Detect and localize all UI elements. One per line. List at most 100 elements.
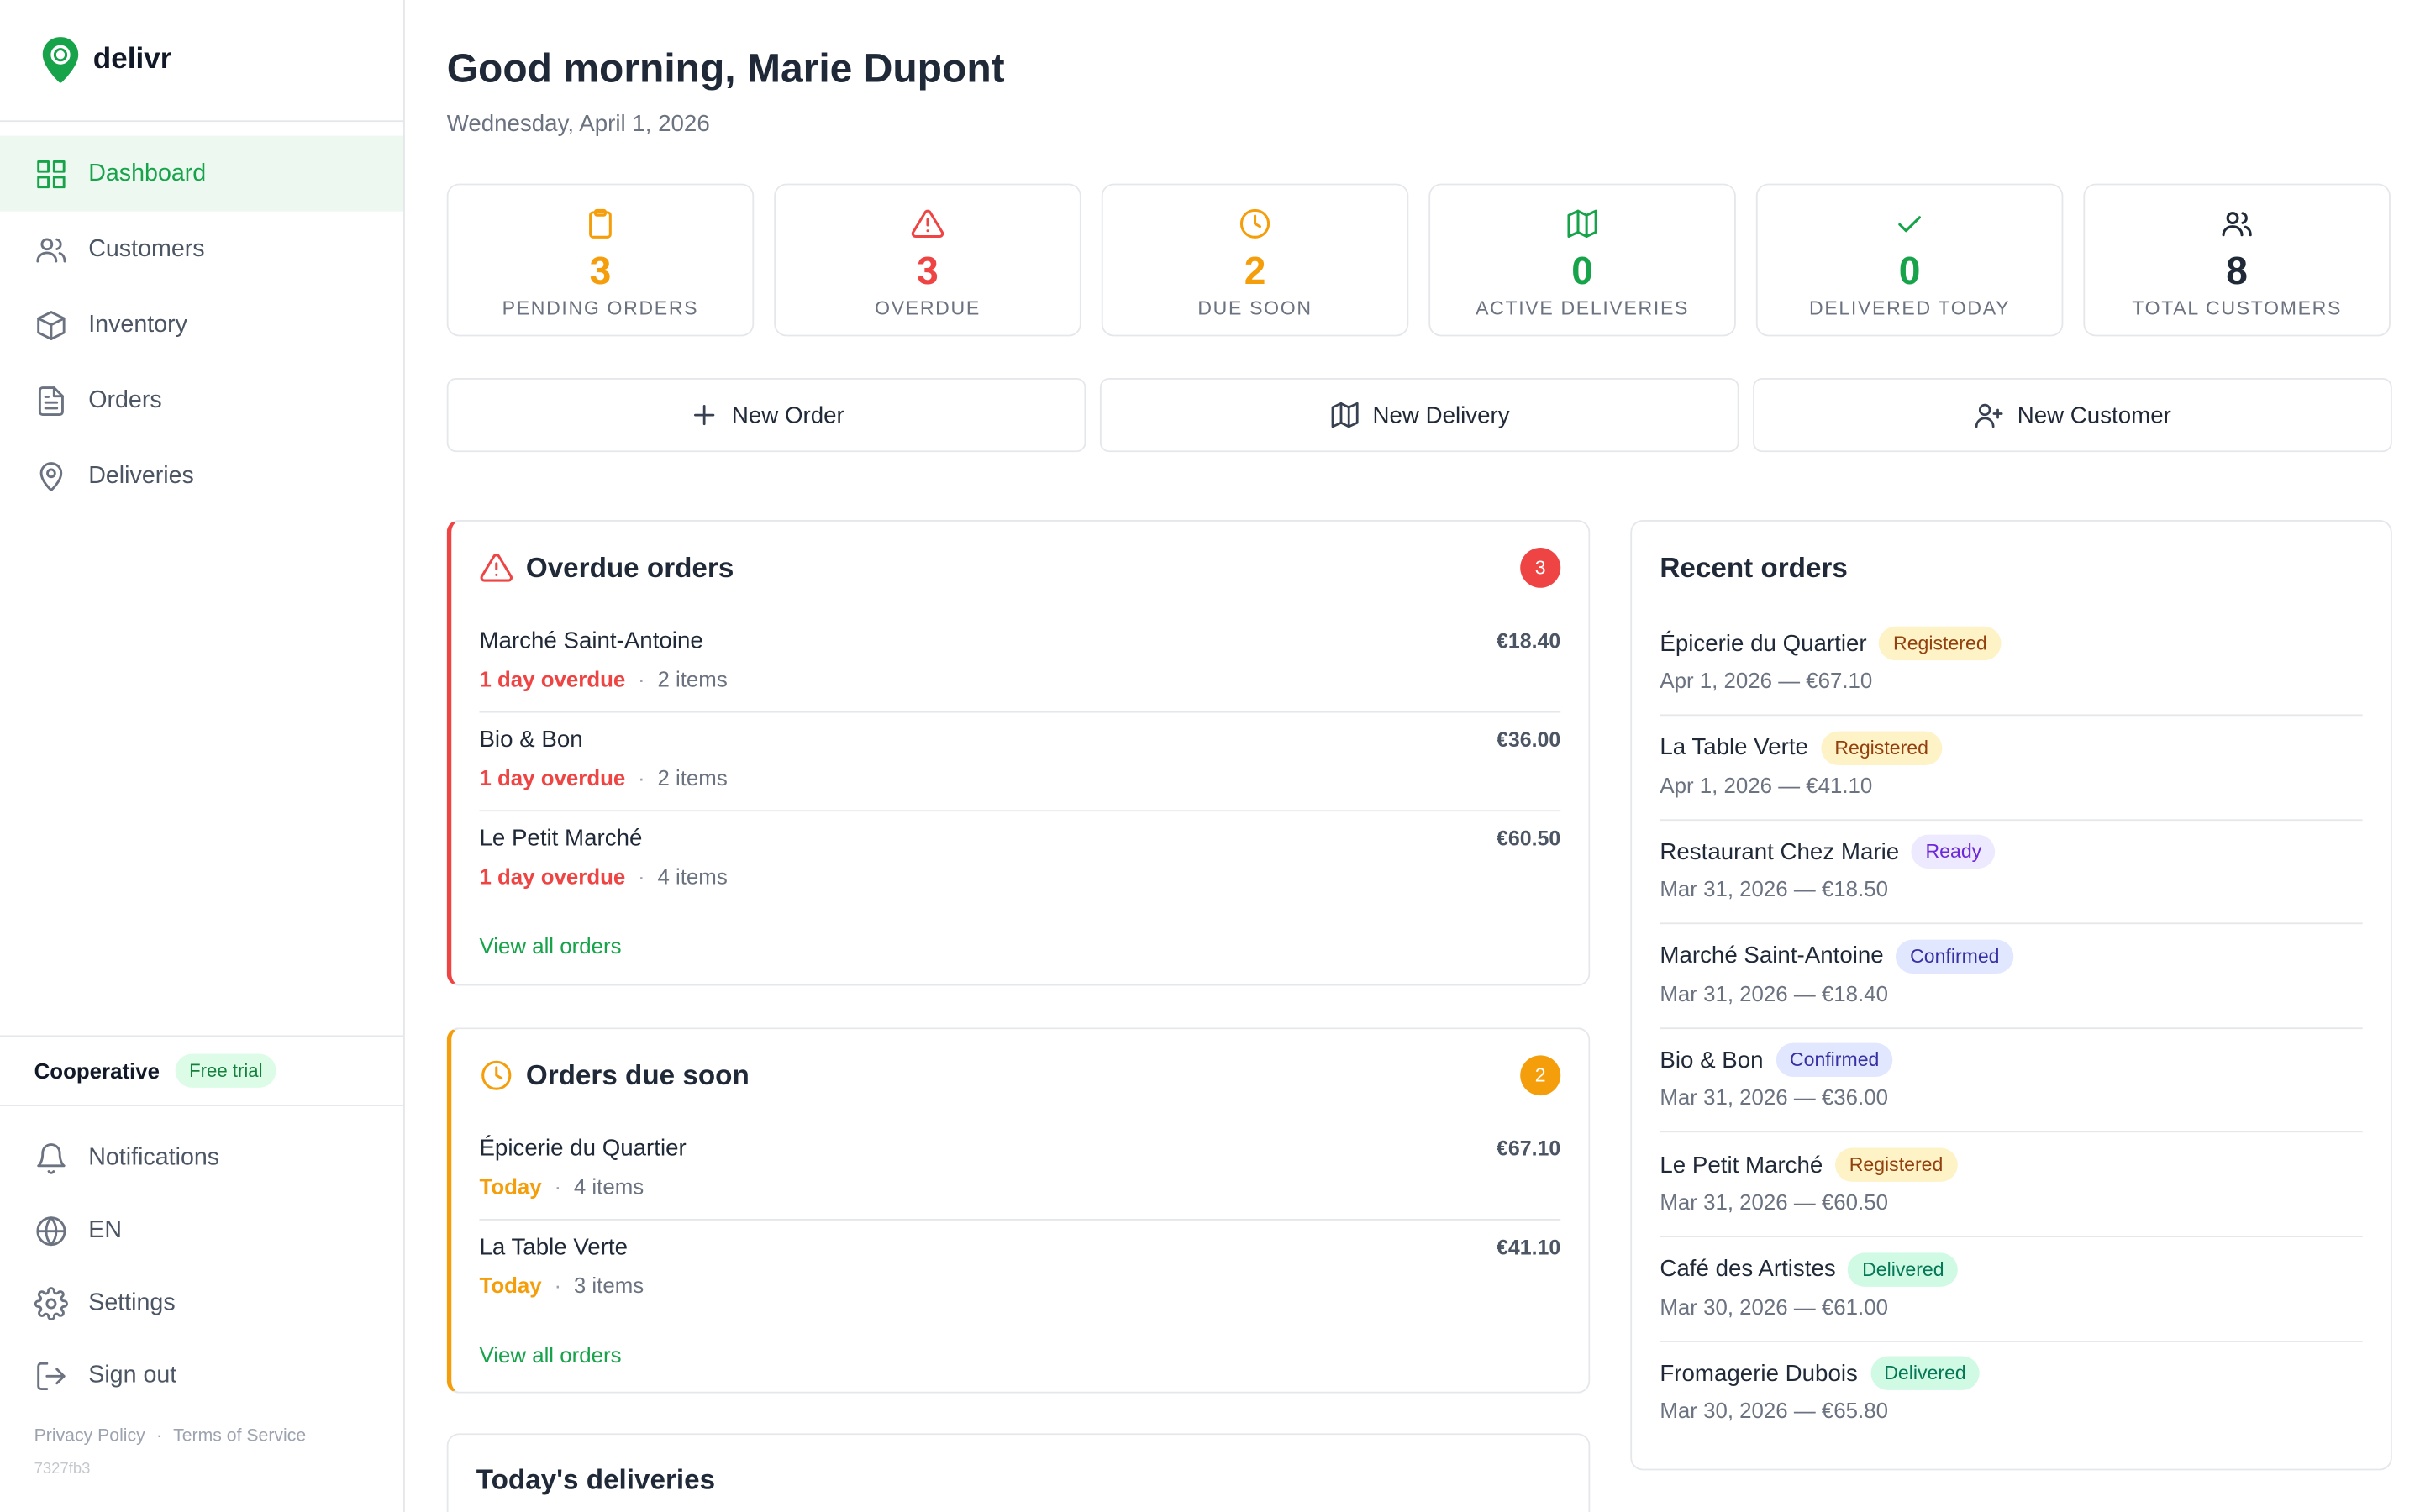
order-header: Le Petit Marché Registered bbox=[1660, 1147, 1957, 1182]
list-item[interactable]: Fromagerie Dubois Delivered Mar 30, 2026 —… bbox=[1660, 1341, 2362, 1446]
order-header: Bio & Bon Confirmed bbox=[1660, 1043, 1894, 1078]
order-status: Today bbox=[479, 1273, 542, 1298]
sidebar-item-customers[interactable]: Customers bbox=[0, 212, 403, 287]
box-icon bbox=[37, 310, 66, 340]
language-switcher[interactable]: EN bbox=[0, 1194, 403, 1267]
sign-out-button[interactable]: Sign out bbox=[0, 1339, 403, 1411]
button-label: New Order bbox=[731, 402, 844, 428]
list-item[interactable]: Marché Saint-Antoine Confirmed Mar 31, 202… bbox=[1660, 924, 2363, 1029]
view-all-orders-link[interactable]: View all orders bbox=[479, 1341, 622, 1368]
customer-name: Restaurant Chez Marie bbox=[1660, 838, 1900, 865]
order-header: Fromagerie Dubois Delivered bbox=[1660, 1356, 1981, 1391]
sidebar-item-dashboard[interactable]: Dashboard bbox=[0, 135, 403, 212]
stat-overdue[interactable]: 3 OVERDUE bbox=[774, 183, 1081, 337]
count-badge: 2 bbox=[1520, 1055, 1561, 1096]
list-item[interactable]: La Table Verte €41.10 Today · 3 items bbox=[479, 1221, 1560, 1320]
warning-icon bbox=[911, 209, 944, 238]
customer-name: Le Petit Marché bbox=[479, 825, 643, 852]
plan-name: Cooperative bbox=[34, 1058, 160, 1084]
button-label: New Delivery bbox=[1372, 402, 1510, 428]
list-item[interactable]: Marché Saint-Antoine €18.40 1 day overdu… bbox=[479, 614, 1561, 713]
map-pin-icon bbox=[39, 461, 63, 491]
separator-dot: · bbox=[638, 765, 645, 790]
sidebar-item-orders[interactable]: Orders bbox=[0, 363, 403, 438]
warning-icon bbox=[480, 554, 513, 582]
item-count: 2 items bbox=[657, 765, 728, 790]
order-meta: 1 day overdue · 4 items bbox=[479, 864, 727, 889]
stat-label: PENDING ORDERS bbox=[502, 297, 699, 320]
new-delivery-button[interactable]: New Delivery bbox=[1099, 377, 1739, 453]
list-item[interactable]: Le Petit Marché Registered Mar 31, 2026 — … bbox=[1660, 1132, 2363, 1238]
map-icon bbox=[1567, 209, 1597, 238]
new-customer-button[interactable]: New Customer bbox=[1753, 377, 2392, 453]
order-meta: Apr 1, 2026 — €41.10 bbox=[1660, 772, 1873, 797]
status-badge: Confirmed bbox=[1776, 1043, 1894, 1078]
list-item[interactable]: La Table Verte Registered Apr 1, 2026 — €4… bbox=[1660, 715, 2363, 821]
list-item[interactable]: Épicerie du Quartier Registered Apr 1, 202… bbox=[1660, 611, 2363, 717]
sidebar-item-deliveries[interactable]: Deliveries bbox=[0, 438, 403, 514]
order-amount: €36.00 bbox=[1496, 727, 1561, 752]
stats-row: 3 PENDING ORDERS 3 OVERDUE 2 DUE SOON 0 … bbox=[446, 183, 2391, 337]
customer-name: Fromagerie Dubois bbox=[1660, 1360, 1858, 1387]
list-item[interactable]: Restaurant Chez Marie Ready Mar 31, 2026 —… bbox=[1660, 820, 2363, 925]
sidebar-item-settings[interactable]: Settings bbox=[0, 1267, 403, 1339]
stat-due-soon[interactable]: 2 DUE SOON bbox=[1101, 183, 1409, 337]
sidebar-item-notifications[interactable]: Notifications bbox=[0, 1121, 403, 1194]
customer-name: Épicerie du Quartier bbox=[1660, 630, 1867, 657]
stat-total-customers[interactable]: 8 TOTAL CUSTOMERS bbox=[2083, 183, 2391, 337]
card-header: Orders due soon 2 bbox=[451, 1029, 1588, 1121]
order-meta: Mar 30, 2026 — €61.00 bbox=[1660, 1294, 1888, 1319]
sidebar-item-label: Settings bbox=[88, 1289, 176, 1315]
order-amount: €67.10 bbox=[1496, 1137, 1561, 1161]
status-badge: Registered bbox=[1835, 1147, 1957, 1182]
list-item[interactable]: Le Petit Marché €60.50 1 day overdue · 4 i… bbox=[479, 811, 1560, 911]
stat-label: TOTAL CUSTOMERS bbox=[2132, 297, 2343, 320]
clock-icon bbox=[481, 1060, 512, 1090]
list-item[interactable]: Café des Artistes Delivered Mar 30, 2026 —… bbox=[1660, 1236, 2363, 1342]
customer-name: Café des Artistes bbox=[1660, 1256, 1836, 1283]
sidebar-item-label: Sign out bbox=[88, 1361, 177, 1389]
stat-value: 0 bbox=[1898, 249, 1921, 293]
order-meta: Mar 31, 2026 — €60.50 bbox=[1660, 1189, 1888, 1215]
card-title: Recent orders bbox=[1660, 552, 1848, 584]
list-item[interactable]: Bio & Bon Confirmed Mar 31, 2026 — €36.00 bbox=[1660, 1028, 2363, 1133]
recent-orders-card: Recent orders Épicerie du Quartier Regist… bbox=[1630, 519, 2392, 1471]
stat-value: 3 bbox=[917, 249, 939, 293]
terms-of-service-link[interactable]: Terms of Service bbox=[173, 1426, 307, 1446]
stat-active-deliveries[interactable]: 0 ACTIVE DELIVERIES bbox=[1428, 183, 1736, 337]
build-hash: 7327fb3 bbox=[34, 1461, 91, 1478]
count-badge: 3 bbox=[1520, 548, 1561, 588]
sign-out-icon bbox=[37, 1361, 66, 1390]
todays-deliveries-card: Today's deliveries bbox=[446, 1433, 1591, 1512]
plus-icon bbox=[693, 404, 714, 426]
order-amount: €60.50 bbox=[1496, 827, 1561, 851]
status-badge: Delivered bbox=[1848, 1252, 1959, 1287]
item-count: 2 items bbox=[657, 666, 728, 691]
view-all-orders-link[interactable]: View all orders bbox=[479, 933, 622, 958]
item-count: 4 items bbox=[573, 1173, 644, 1200]
bell-icon bbox=[37, 1142, 66, 1173]
status-badge: Ready bbox=[1911, 835, 1996, 869]
brand[interactable]: delivr bbox=[0, 0, 403, 123]
sidebar-item-label: Dashboard bbox=[88, 160, 207, 186]
order-meta: Mar 31, 2026 — €18.40 bbox=[1660, 980, 1888, 1006]
stat-delivered-today[interactable]: 0 DELIVERED TODAY bbox=[1755, 183, 2064, 337]
gear-icon bbox=[34, 1286, 68, 1320]
order-status: 1 day overdue bbox=[479, 864, 626, 889]
order-meta: Today · 4 items bbox=[479, 1174, 644, 1199]
card-title: Orders due soon bbox=[525, 1058, 750, 1090]
stat-pending-orders[interactable]: 3 PENDING ORDERS bbox=[446, 183, 755, 337]
status-badge: Delivered bbox=[1870, 1356, 1981, 1391]
order-meta: Mar 31, 2026 — €36.00 bbox=[1660, 1084, 1888, 1110]
new-order-button[interactable]: New Order bbox=[446, 377, 1086, 453]
sidebar-item-label: EN bbox=[88, 1216, 123, 1243]
plan-badge: Free trial bbox=[175, 1053, 277, 1088]
list-item[interactable]: Bio & Bon €36.00 1 day overdue · 2 items bbox=[479, 713, 1561, 812]
sidebar-item-inventory[interactable]: Inventory bbox=[0, 287, 403, 363]
card-title: Today's deliveries bbox=[476, 1464, 716, 1495]
stat-value: 3 bbox=[589, 249, 612, 293]
sidebar-item-label: Orders bbox=[88, 386, 162, 413]
legal-separator: · bbox=[156, 1426, 163, 1446]
list-item[interactable]: Épicerie du Quartier €67.10 Today · 4 item… bbox=[479, 1121, 1561, 1221]
privacy-policy-link[interactable]: Privacy Policy bbox=[34, 1426, 145, 1446]
